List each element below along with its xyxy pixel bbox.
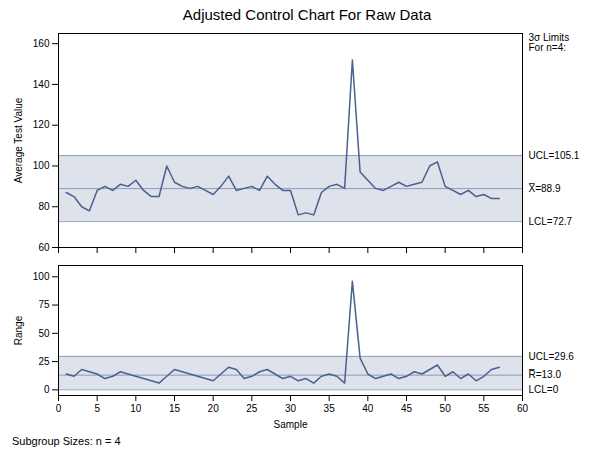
svg-text:UCL=29.6: UCL=29.6 (529, 351, 575, 362)
svg-text:5: 5 (94, 403, 100, 414)
svg-text:Sample: Sample (274, 419, 308, 430)
svg-text:LCL=0: LCL=0 (529, 384, 559, 395)
svg-text:60: 60 (517, 403, 529, 414)
svg-text:3σ LimitsFor n=4:: 3σ LimitsFor n=4: (529, 32, 570, 53)
svg-text:60: 60 (38, 242, 50, 253)
html-text:Adjusted Control Chart For Raw: Adjusted Control Chart For Raw Data (182, 6, 432, 23)
svg-text:R̅=13.0: R̅=13.0 (529, 369, 562, 380)
svg-text:75: 75 (38, 299, 50, 310)
svg-text:140: 140 (33, 79, 50, 90)
svg-text:20: 20 (208, 403, 220, 414)
svg-text:50: 50 (38, 328, 50, 339)
svg-text:25: 25 (246, 403, 258, 414)
svg-text:45: 45 (401, 403, 413, 414)
svg-text:X̅=88.9: X̅=88.9 (529, 183, 561, 194)
svg-text:35: 35 (324, 403, 336, 414)
svg-text:100: 100 (33, 160, 50, 171)
svg-text:100: 100 (33, 271, 50, 282)
svg-text:Average Test Value: Average Test Value (13, 97, 24, 183)
svg-text:25: 25 (38, 356, 50, 367)
html-text:Subgroup Sizes: n = 4: Subgroup Sizes: n = 4 (12, 435, 121, 447)
svg-text:120: 120 (33, 119, 50, 130)
svg-text:40: 40 (362, 403, 374, 414)
svg-text:Range: Range (13, 315, 24, 345)
svg-text:30: 30 (285, 403, 297, 414)
svg-text:160: 160 (33, 38, 50, 49)
svg-text:UCL=105.1: UCL=105.1 (529, 150, 580, 161)
svg-text:15: 15 (169, 403, 181, 414)
svg-text:LCL=72.7: LCL=72.7 (529, 216, 573, 227)
svg-text:0: 0 (44, 384, 50, 395)
svg-text:10: 10 (130, 403, 142, 414)
svg-text:80: 80 (38, 201, 50, 212)
svg-text:50: 50 (440, 403, 452, 414)
svg-text:0: 0 (56, 403, 62, 414)
svg-text:55: 55 (478, 403, 490, 414)
